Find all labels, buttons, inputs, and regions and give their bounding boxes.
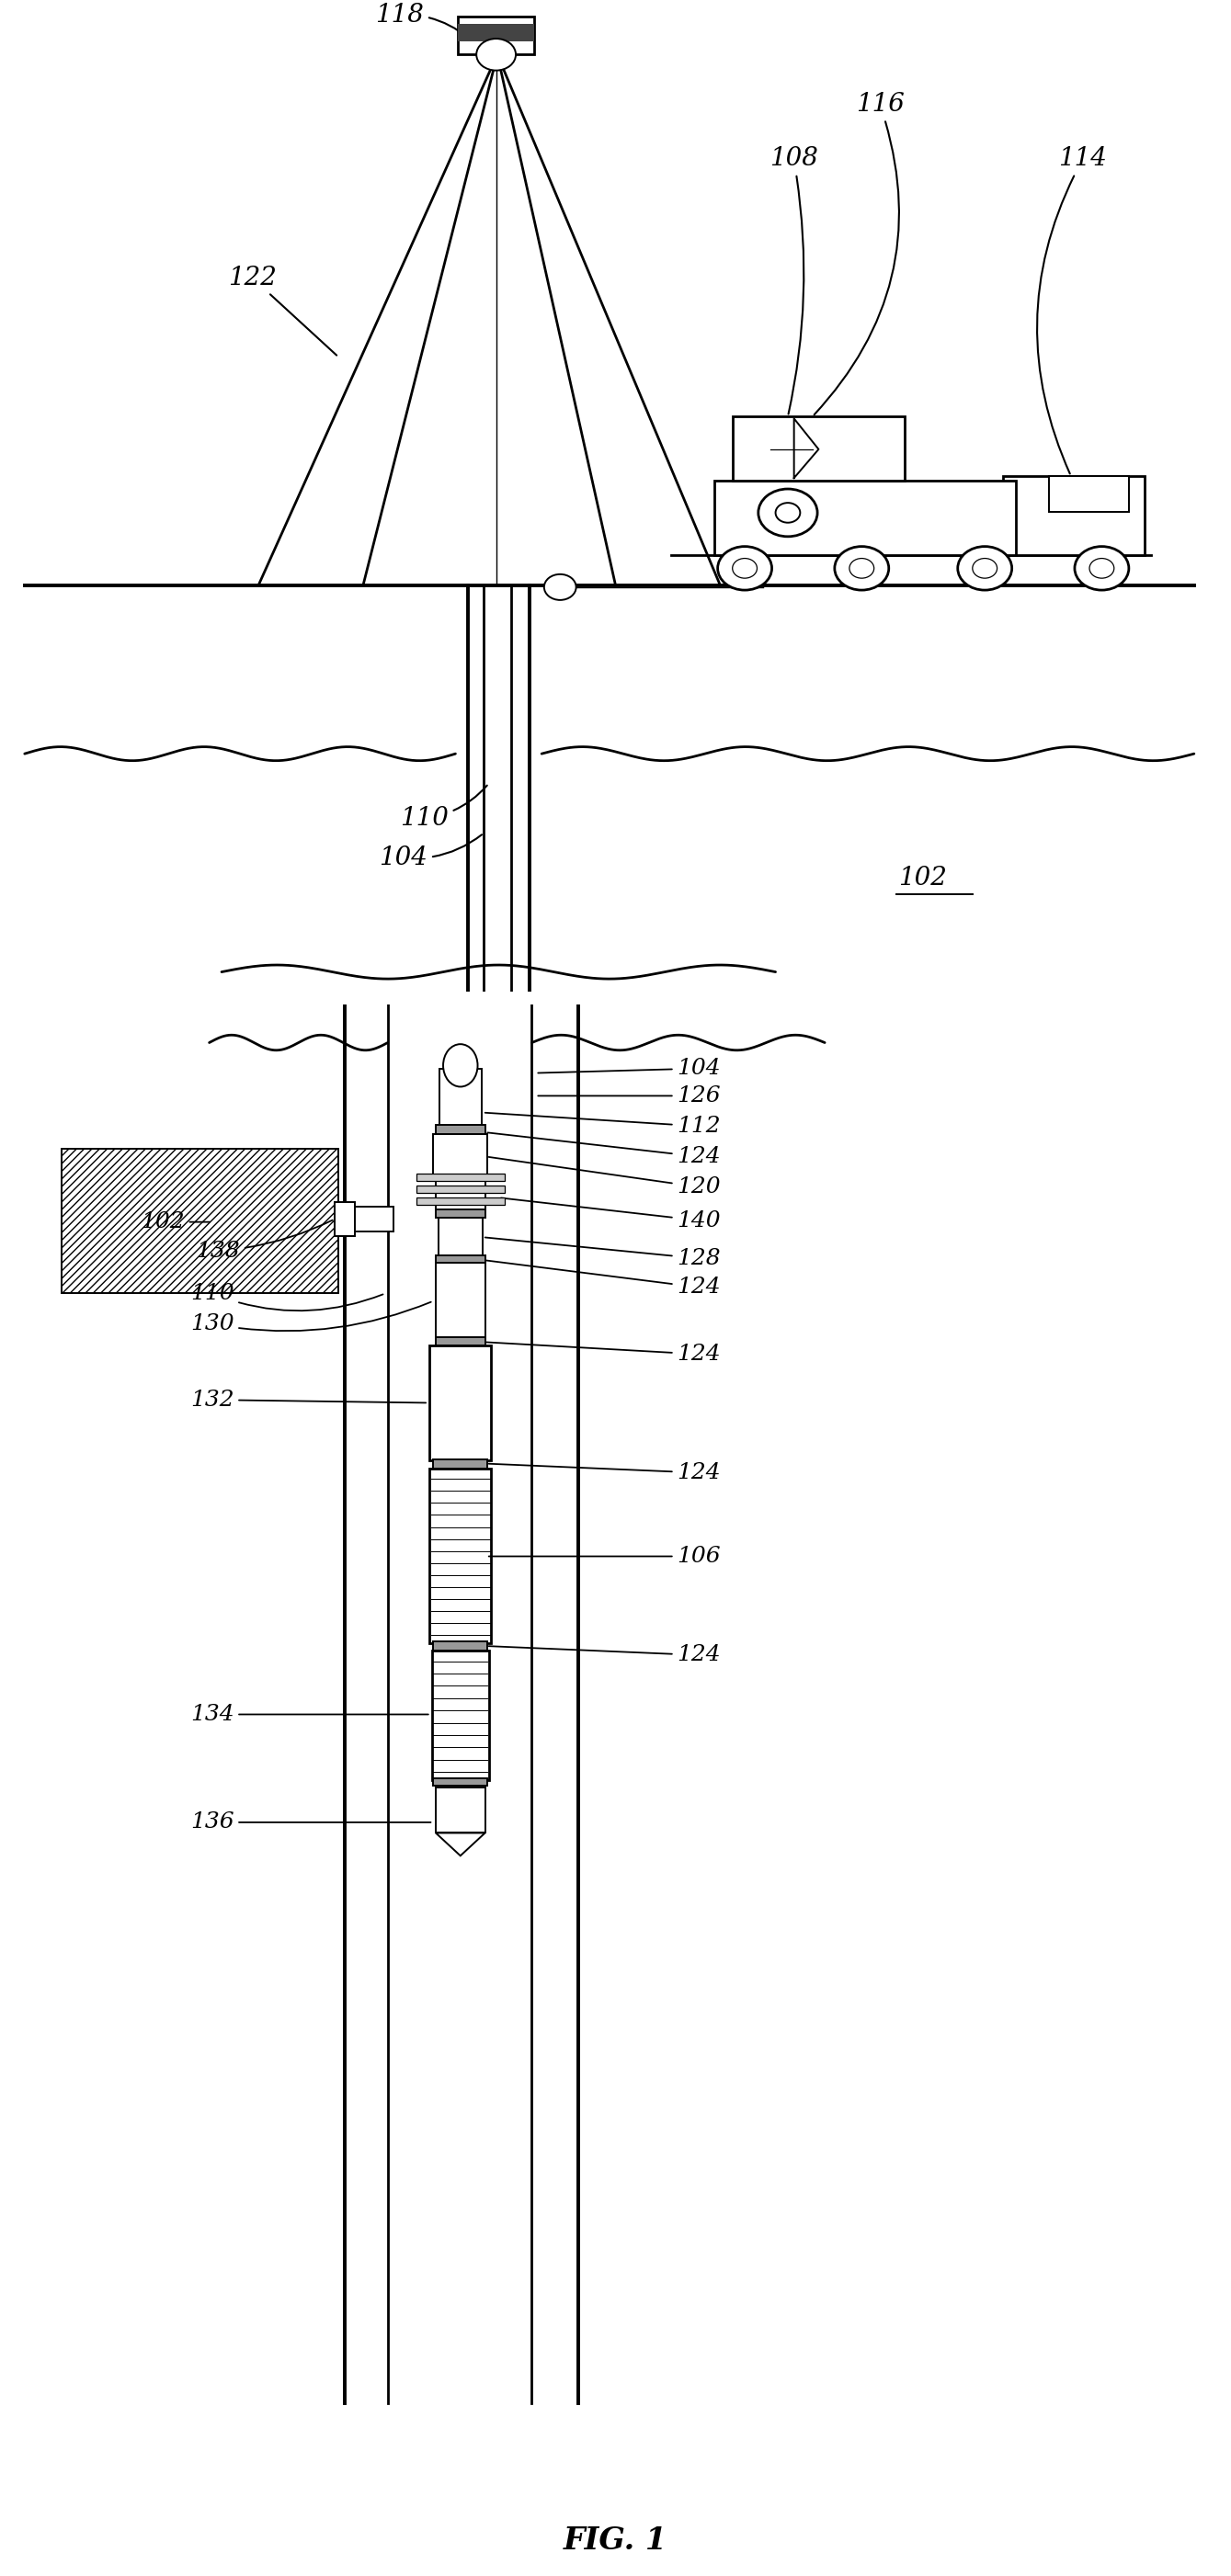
Bar [433,1133,487,1177]
Bar [732,417,905,482]
Bar [436,1337,485,1345]
Bar [436,1175,485,1211]
Bar [433,1458,487,1468]
Circle shape [476,39,516,70]
Bar [1049,477,1129,513]
Text: 110: 110 [190,1283,383,1311]
Bar [433,1777,487,1785]
Text: 112: 112 [485,1113,721,1136]
Bar [438,1218,483,1257]
Bar [416,1198,505,1206]
Text: 104: 104 [538,1059,721,1079]
Circle shape [972,559,997,577]
Bar [458,18,534,54]
Bar [436,1262,485,1340]
Bar [436,1788,485,1834]
Text: 136: 136 [190,1811,431,1834]
Text: 126: 126 [538,1084,721,1108]
Text: 104: 104 [379,835,481,871]
Circle shape [732,559,757,577]
Text: 110: 110 [400,786,487,829]
Text: 138: 138 [196,1221,332,1262]
Circle shape [1089,559,1114,577]
Circle shape [758,489,817,536]
Bar [436,1255,485,1262]
Bar [439,1069,481,1126]
Text: 124: 124 [485,1260,721,1298]
Bar [433,1641,487,1651]
Text: 124: 124 [489,1463,721,1484]
Bar [430,1345,491,1461]
Bar [62,1149,339,1293]
Text: 130: 130 [190,1301,431,1334]
Bar [436,1126,485,1133]
Text: 128: 128 [485,1236,721,1270]
Text: 114: 114 [1037,147,1107,474]
Bar [335,1203,355,1236]
Text: 124: 124 [489,1643,721,1667]
Text: FIG. 1: FIG. 1 [564,2524,667,2555]
Circle shape [849,559,874,577]
Circle shape [443,1043,478,1087]
Text: 120: 120 [489,1157,721,1198]
Bar [432,1651,489,1780]
Text: 140: 140 [501,1198,721,1231]
Bar [436,1211,485,1218]
Text: 122: 122 [228,265,336,355]
Bar [458,23,534,41]
Text: 132: 132 [190,1388,426,1412]
Polygon shape [436,1834,485,1855]
Text: 102: 102 [140,1211,209,1231]
Bar [416,1172,505,1180]
Circle shape [776,502,800,523]
Bar [430,1468,491,1643]
Circle shape [835,546,889,590]
Bar [714,482,1016,556]
Circle shape [958,546,1012,590]
Text: 124: 124 [487,1133,721,1167]
Text: 102: 102 [899,866,947,891]
Text: 116: 116 [814,93,904,415]
Circle shape [544,574,576,600]
Text: 124: 124 [486,1342,721,1365]
Text: 134: 134 [190,1703,428,1726]
Bar [1003,477,1145,556]
Circle shape [718,546,772,590]
Bar [345,1206,394,1231]
Text: 118: 118 [375,3,468,39]
Text: 108: 108 [769,147,817,415]
Circle shape [1075,546,1129,590]
Bar [416,1185,505,1193]
Text: 106: 106 [489,1546,721,1566]
